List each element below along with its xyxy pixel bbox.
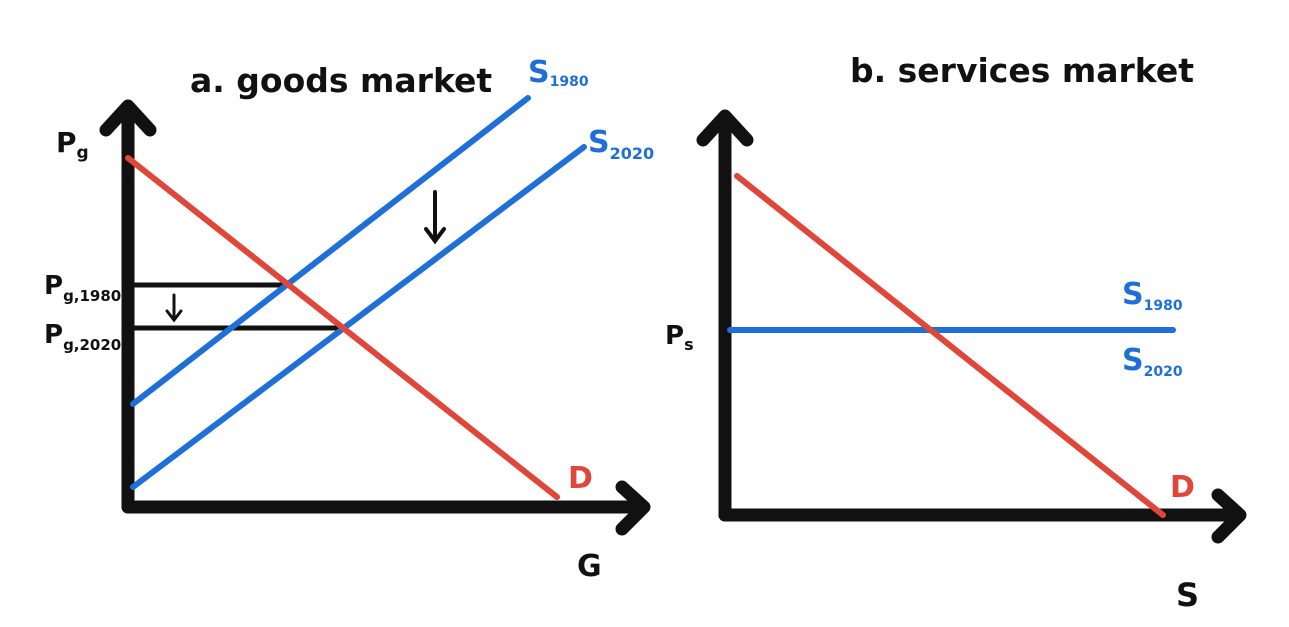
goods-supply-1980-label: S1980 (528, 55, 589, 90)
goods-supply-1980-curve (130, 95, 531, 407)
goods-x-axis-label: G (577, 549, 602, 584)
services-supply-2020-label: S2020 (1122, 343, 1183, 380)
goods-demand-label: D (568, 461, 593, 496)
services-market-title: b. services market (850, 51, 1194, 90)
services-y-axis-label: Ps (665, 321, 694, 354)
services-supply-1980-label: S1980 (1122, 277, 1183, 314)
services-x-axis-label: S (1176, 576, 1199, 614)
goods-price-1980-label: Pg,1980 (44, 271, 121, 305)
services-x-axis-arrowhead-icon (1211, 488, 1247, 544)
goods-y-axis-label: Pg (56, 126, 89, 163)
down-arrow-icon (424, 190, 446, 245)
goods-axes (99, 99, 651, 536)
goods-market-panel: a. goods market (44, 55, 654, 584)
goods-supply-2020-label: S2020 (588, 125, 654, 163)
down-arrow-icon (165, 293, 183, 323)
goods-x-axis-arrowhead-icon (615, 480, 651, 536)
goods-supply-2020-curve (130, 144, 587, 490)
goods-price-2020-label: Pg,2020 (44, 320, 121, 354)
services-market-panel: b. services market Ps S1980 S2020 D S (665, 51, 1247, 614)
goods-y-axis-arrowhead-icon (99, 99, 157, 137)
services-y-axis-arrowhead-icon (696, 109, 754, 147)
goods-demand-curve (125, 155, 560, 500)
services-demand-curve (734, 173, 1166, 518)
services-axes (696, 109, 1247, 544)
services-demand-label: D (1170, 470, 1195, 505)
goods-market-title: a. goods market (190, 61, 492, 100)
